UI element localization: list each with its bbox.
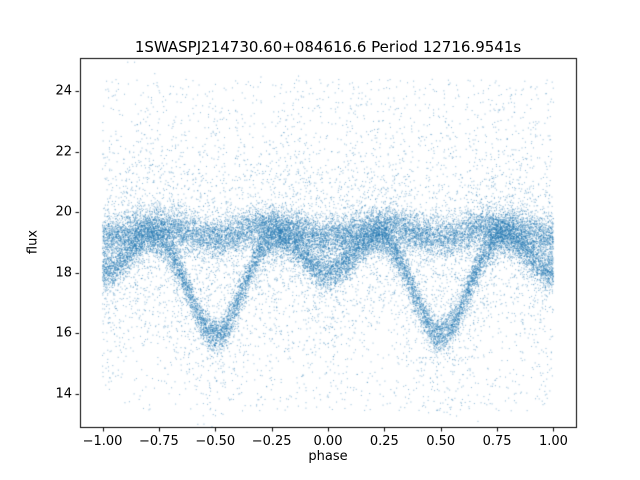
x-tick-label: −0.75 [138, 434, 179, 449]
x-tick-label: −0.25 [251, 434, 292, 449]
x-tick-label: 1.00 [538, 434, 568, 449]
y-tick-label: 22 [55, 144, 72, 160]
x-tick-label: 0.00 [313, 434, 343, 449]
chart-title: 1SWASPJ214730.60+084616.6 Period 12716.9… [134, 38, 522, 56]
x-tick-label: −1.00 [82, 434, 123, 449]
y-tick-label: 18 [55, 265, 72, 281]
y-tick-label: 24 [55, 83, 72, 99]
y-tick-label: 14 [55, 386, 72, 402]
y-tick-label: 20 [55, 204, 72, 220]
x-tick-label: −0.50 [195, 434, 236, 449]
x-tick-label: 0.25 [369, 434, 399, 449]
x-tick-label: 0.50 [426, 434, 456, 449]
x-tick-label: 0.75 [482, 434, 512, 449]
y-axis-label: flux [25, 229, 41, 255]
y-tick-label: 16 [55, 325, 72, 341]
x-axis-label: phase [308, 449, 348, 464]
